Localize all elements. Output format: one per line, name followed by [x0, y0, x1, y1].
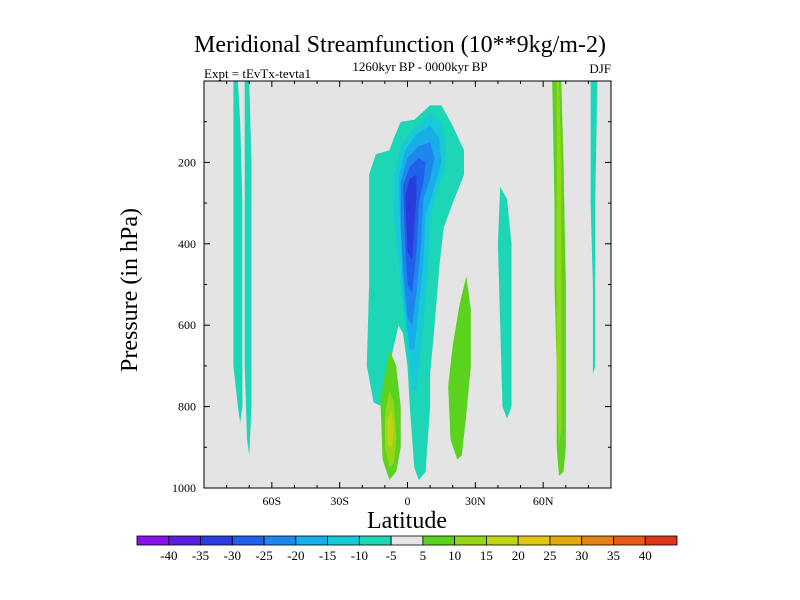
period-label: 1260kyr BP - 0000kyr BP: [352, 59, 487, 74]
y-axis-title: Pressure (in hPa): [117, 208, 143, 372]
season-label: DJF: [589, 61, 611, 76]
y-tick-label: 200: [178, 155, 196, 169]
colorbar-label: 25: [543, 548, 556, 563]
colorbar-label: 30: [575, 548, 588, 563]
colorbar-swatch: [613, 535, 646, 546]
contour-nh-ferrel-cell: [497, 186, 512, 419]
colorbar-label: 5: [420, 548, 427, 563]
contour-nh-positive-cell-west-core: [387, 410, 394, 448]
y-tick-label: 600: [178, 318, 196, 332]
contour-nh-polar-cell-core: [556, 81, 562, 448]
x-tick-label: 30S: [330, 494, 349, 508]
colorbar-swatch: [327, 535, 360, 546]
x-tick-label: 60N: [533, 494, 554, 508]
colorbar-swatch: [644, 535, 678, 546]
colorbar-swatch: [136, 535, 170, 546]
contour-hadley-core-5: [405, 174, 417, 261]
colorbar-label: 15: [480, 548, 493, 563]
colorbar-swatch: [358, 535, 392, 546]
colorbar-swatch: [168, 535, 201, 546]
experiment-label: Expt = tEvTx-tevta1: [204, 66, 311, 81]
colorbar-swatch: [200, 535, 233, 546]
colorbar-label: 10: [448, 548, 461, 563]
x-axis: 60S 30S 0 30N 60N: [226, 81, 589, 508]
colorbar-swatch: [295, 535, 328, 546]
x-tick-label: 30N: [465, 494, 486, 508]
colorbar-label: -30: [224, 548, 241, 563]
y-tick-label: 1000: [172, 481, 196, 495]
colorbar-label: -25: [255, 548, 272, 563]
colorbar-swatch: [263, 535, 297, 546]
colorbar-label: -40: [160, 548, 177, 563]
contour-sh-polar-cell-east: [244, 81, 252, 456]
y-tick-label: 400: [178, 237, 196, 251]
colorbar-label: -5: [386, 548, 397, 563]
colorbar-swatch: [390, 535, 424, 546]
colorbar-swatch: [231, 535, 265, 546]
colorbar-label: -10: [351, 548, 368, 563]
colorbar-label: -15: [319, 548, 336, 563]
colorbar-label: 20: [512, 548, 525, 563]
colorbar-swatch: [517, 535, 551, 546]
x-tick-label: 0: [405, 494, 411, 508]
colorbar: -40 -35 -30 -25 -20 -15 -10 -5 5 10 15 20 25 30 35 40: [136, 535, 678, 563]
x-axis-title: Latitude: [367, 508, 447, 534]
colorbar-swatch: [422, 535, 456, 546]
contour-nh-positive-cell-mid: [448, 276, 471, 460]
colorbar-swatch: [454, 535, 487, 546]
colorbar-swatch: [549, 535, 583, 546]
colorbar-label: -35: [192, 548, 209, 563]
contour-sh-polar-cell-west: [233, 81, 243, 423]
contour-nh-polar-cell-far: [590, 81, 598, 374]
colorbar-label: 35: [607, 548, 620, 563]
colorbar-swatch: [581, 535, 614, 546]
chart-title: Meridional Streamfunction (10**9kg/m-2): [194, 32, 606, 58]
y-axis: 200 400 600 800 1000: [172, 121, 611, 495]
x-tick-label: 60S: [262, 494, 281, 508]
colorbar-label: -20: [287, 548, 304, 563]
colorbar-swatch: [486, 535, 519, 546]
y-tick-label: 800: [178, 400, 196, 414]
colorbar-label: 40: [639, 548, 652, 563]
contour-layer: [233, 81, 598, 480]
